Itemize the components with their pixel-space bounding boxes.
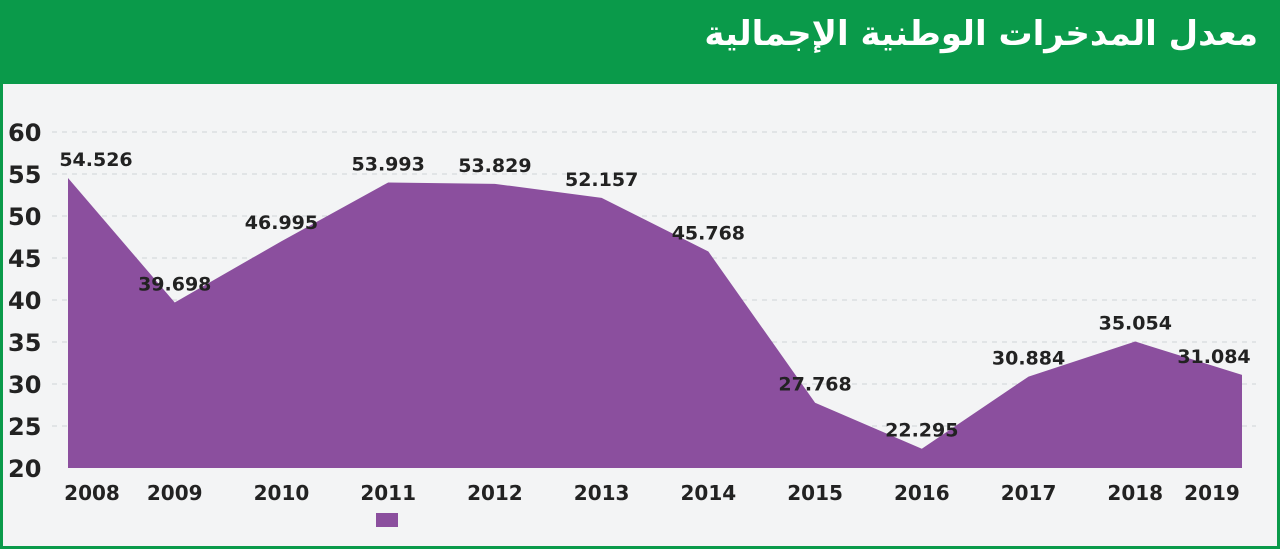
- chart-header: معدل المدخرات الوطنية الإجمالية: [0, 0, 1280, 84]
- x-tick-label: 2018: [1107, 481, 1163, 505]
- x-tick-label: 2015: [787, 481, 843, 505]
- y-tick-label: 55: [8, 161, 41, 189]
- y-tick-label: 20: [8, 455, 41, 483]
- y-tick-label: 50: [8, 203, 41, 231]
- x-tick-label: 2017: [1001, 481, 1057, 505]
- y-tick-label: 60: [8, 119, 41, 147]
- data-label: 31.084: [1177, 346, 1250, 368]
- x-tick-label: 2008: [64, 481, 120, 505]
- data-label: 45.768: [672, 223, 745, 245]
- data-label: 46.995: [245, 212, 318, 234]
- x-tick-label: 2012: [467, 481, 523, 505]
- y-tick-label: 40: [8, 287, 41, 315]
- legend-swatch: [376, 513, 398, 527]
- data-label: 52.157: [565, 169, 638, 191]
- x-tick-label: 2016: [894, 481, 950, 505]
- y-tick-label: 25: [8, 413, 41, 441]
- data-label: 22.295: [885, 420, 958, 442]
- y-tick-label: 35: [8, 329, 41, 357]
- y-tick-label: 30: [8, 371, 41, 399]
- x-tick-label: 2013: [574, 481, 630, 505]
- y-tick-label: 45: [8, 245, 41, 273]
- data-label: 30.884: [992, 348, 1065, 370]
- x-tick-label: 2014: [681, 481, 737, 505]
- data-label: 53.993: [352, 153, 425, 175]
- data-label: 53.829: [458, 155, 531, 177]
- x-tick-label: 2009: [147, 481, 203, 505]
- data-label: 35.054: [1099, 313, 1172, 335]
- data-label: 27.768: [778, 374, 851, 396]
- area-series: [68, 177, 1242, 468]
- x-tick-label: 2010: [254, 481, 310, 505]
- chart-title: معدل المدخرات الوطنية الإجمالية: [704, 14, 1258, 54]
- x-tick-label: 2019: [1184, 481, 1240, 505]
- data-label: 39.698: [138, 274, 211, 296]
- x-tick-label: 2011: [360, 481, 416, 505]
- data-label: 54.526: [59, 149, 132, 171]
